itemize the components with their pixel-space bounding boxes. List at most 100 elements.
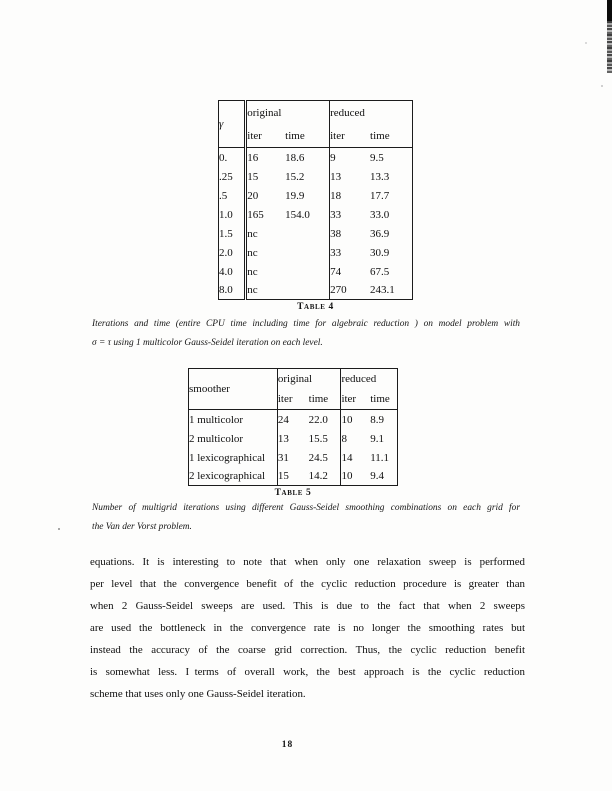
cell-reduced-iter: 33 — [329, 204, 371, 224]
cell-original-time — [285, 281, 329, 300]
cell-reduced-iter: 14 — [340, 447, 371, 467]
body-line: are used the bottleneck in the convergen… — [90, 622, 525, 634]
cell-reduced-iter: 9 — [329, 147, 371, 167]
cell-original-time: 154.0 — [285, 208, 310, 221]
table5-container: smoother original reduced iter time iter… — [188, 368, 398, 498]
table5: smoother original reduced iter time iter… — [188, 368, 398, 486]
cell-smoother: 2 lexicographical — [188, 466, 278, 486]
table-row: .5 20 19.9 18 17.7 — [218, 185, 413, 205]
page-number: 18 — [281, 740, 294, 750]
table4-caption: Iterations and time (entire CPU time inc… — [92, 315, 520, 353]
cell-smoother: 2 multicolor — [188, 428, 278, 448]
table-row: 1 lexicographical 31 24.5 14 11.1 — [188, 447, 398, 467]
cell-gamma: 1.0 — [218, 204, 248, 224]
cell-gamma: 0. — [218, 147, 248, 167]
cell-original-iter: nc — [247, 246, 258, 259]
table4-subheader-time: time — [285, 124, 330, 148]
table-row: 0. 16 18.6 9 9.5 — [218, 147, 413, 167]
table4-header-original: original — [247, 106, 282, 119]
body-line: equations. It is interesting to note tha… — [90, 556, 525, 568]
body-line: scheme that uses only one Gauss-Seidel i… — [90, 688, 306, 700]
cell-reduced-time: 33.0 — [370, 208, 390, 221]
cell-original-time: 15.2 — [285, 170, 305, 183]
scan-speck — [585, 42, 587, 44]
cell-original-time: 22.0 — [308, 413, 328, 426]
cell-reduced-iter: 13 — [329, 166, 371, 186]
caption-line: Number of multigrid iterations using dif… — [92, 503, 520, 513]
table-row: .25 15 15.2 13 13.3 — [218, 166, 413, 186]
cell-reduced-iter: 18 — [329, 185, 371, 205]
table-row: 2 lexicographical 15 14.2 10 9.4 — [188, 466, 398, 486]
cell-reduced-time: 11.1 — [370, 451, 390, 464]
cell-original-time — [285, 224, 329, 243]
cell-reduced-time: 17.7 — [370, 189, 390, 202]
cell-reduced-iter: 8 — [340, 428, 371, 448]
cell-original-time: 24.5 — [308, 451, 328, 464]
body-line: when 2 Gauss-Seidel sweeps are used. Thi… — [90, 600, 525, 612]
cell-original-iter: 20 — [247, 189, 259, 202]
caption-line: σ = τ using 1 multicolor Gauss-Seidel it… — [92, 338, 323, 348]
cell-reduced-time: 9.1 — [370, 432, 384, 445]
scan-speck — [601, 85, 603, 87]
cell-original-time: 15.5 — [308, 432, 328, 445]
table-row: 1.5 nc 38 36.9 — [218, 223, 413, 243]
cell-original-iter: nc — [247, 227, 258, 240]
table5-subheader-time: time — [308, 389, 341, 410]
table-row: 4.0 nc 74 67.5 — [218, 261, 413, 281]
table4-subheader-iter: iter — [329, 124, 371, 148]
table4-label: Table 4 — [297, 302, 334, 312]
cell-gamma: 1.5 — [218, 223, 248, 243]
cell-original-time: 14.2 — [308, 470, 328, 483]
cell-reduced-time: 30.9 — [370, 246, 390, 259]
cell-original-iter: nc — [247, 284, 258, 297]
cell-original-time — [285, 262, 329, 281]
cell-gamma: .5 — [218, 185, 248, 205]
table4-header-reduced: reduced — [329, 100, 413, 124]
cell-original-iter: 24 — [277, 413, 289, 426]
cell-smoother: 1 multicolor — [188, 409, 278, 429]
cell-reduced-time: 67.5 — [370, 265, 390, 278]
caption-line: the Van der Vorst problem. — [92, 522, 192, 532]
cell-reduced-iter: 38 — [329, 223, 371, 243]
table5-caption: Number of multigrid iterations using dif… — [92, 499, 520, 537]
cell-reduced-iter: 33 — [329, 242, 371, 262]
cell-original-iter: 31 — [277, 451, 289, 464]
table5-header-original: original — [277, 373, 313, 385]
scan-artifact-speckle — [607, 21, 612, 73]
table4-container: γ original reduced iter time iter time 0… — [218, 100, 413, 312]
cell-reduced-iter: 10 — [340, 466, 371, 486]
cell-gamma: 4.0 — [218, 261, 248, 281]
table4-subheader-time: time — [370, 124, 413, 148]
table-row: 1.0 165 154.0 33 33.0 — [218, 204, 413, 224]
cell-gamma: .25 — [218, 166, 248, 186]
body-line: instead the accuracy of the coarse grid … — [90, 644, 525, 656]
table5-label: Table 5 — [274, 488, 312, 498]
table-row: 2 multicolor 13 15.5 8 9.1 — [188, 428, 398, 448]
cell-reduced-time: 36.9 — [370, 227, 390, 240]
cell-reduced-iter: 74 — [329, 261, 371, 281]
cell-reduced-time: 9.4 — [370, 470, 384, 483]
cell-reduced-time: 13.3 — [370, 170, 390, 183]
table5-header-reduced: reduced — [340, 368, 398, 389]
scan-artifact-bar — [607, 0, 612, 21]
cell-reduced-iter: 270 — [329, 280, 371, 300]
table5-subheader-time: time — [370, 389, 398, 410]
caption-line: Iterations and time (entire CPU time inc… — [92, 319, 520, 329]
table5-subheader-iter: iter — [340, 389, 371, 410]
cell-original-time — [285, 243, 329, 262]
table-row: 1 multicolor 24 22.0 10 8.9 — [188, 409, 398, 429]
cell-original-iter: 15 — [247, 170, 259, 183]
body-paragraph: equations. It is interesting to note tha… — [90, 551, 525, 705]
table4: γ original reduced iter time iter time 0… — [218, 100, 413, 300]
cell-smoother: 1 lexicographical — [188, 447, 278, 467]
cell-original-iter: 165 — [247, 208, 264, 221]
cell-original-time: 19.9 — [285, 189, 305, 202]
cell-original-iter: 16 — [247, 151, 259, 164]
scan-speck — [58, 528, 60, 530]
table4-header-gamma: γ — [218, 100, 248, 148]
cell-original-time: 18.6 — [285, 151, 305, 164]
cell-gamma: 8.0 — [218, 280, 248, 300]
table4-subheader-iter: iter — [245, 124, 286, 148]
body-line: is somewhat less. I terms of overall wor… — [90, 666, 525, 678]
cell-gamma: 2.0 — [218, 242, 248, 262]
